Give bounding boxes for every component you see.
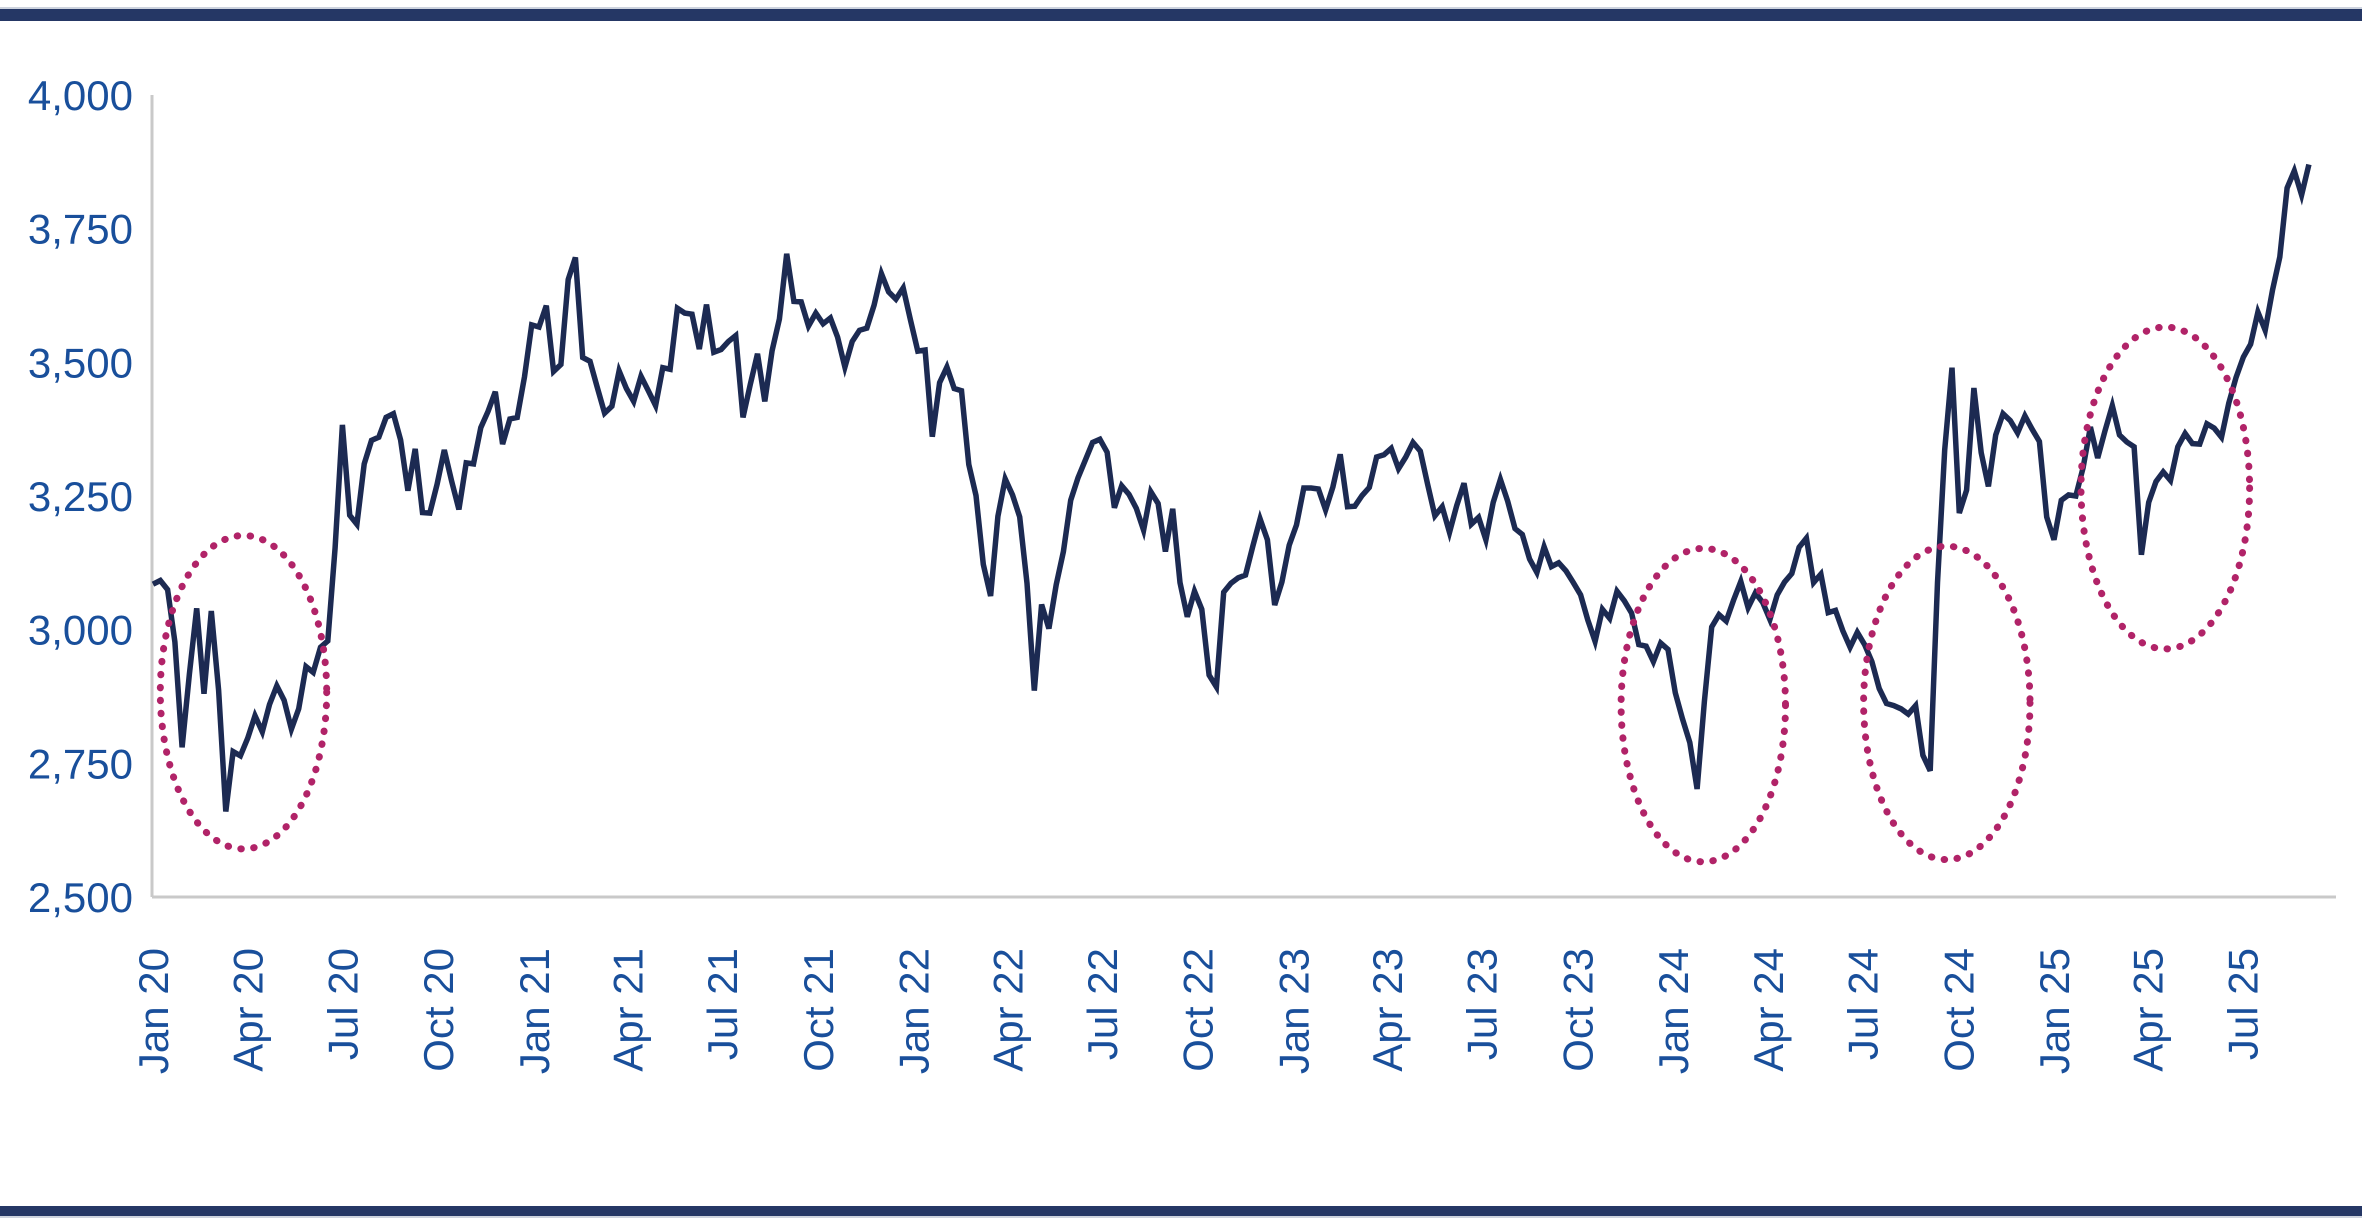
x-tick-label: Apr 22 — [984, 948, 1031, 1072]
x-tick-label: Jul 20 — [319, 948, 366, 1060]
x-tick-label: Jan 23 — [1270, 948, 1317, 1074]
y-tick-label: 4,000 — [28, 72, 133, 119]
x-tick-label: Oct 21 — [795, 948, 842, 1072]
x-tick-label: Oct 22 — [1175, 948, 1222, 1072]
x-tick-label: Apr 24 — [1745, 948, 1792, 1072]
y-tick-label: 3,500 — [28, 339, 133, 386]
x-tick-label: Jul 21 — [699, 948, 746, 1060]
x-tick-label: Apr 20 — [225, 948, 272, 1072]
x-tick-label: Apr 25 — [2125, 948, 2172, 1072]
y-tick-label: 2,750 — [28, 740, 133, 787]
x-tick-label: Jan 22 — [891, 948, 938, 1074]
y-tick-label: 2,500 — [28, 874, 133, 921]
x-tick-label: Jan 20 — [130, 948, 177, 1074]
x-tick-label: Jan 24 — [1650, 948, 1697, 1074]
x-tick-label: Oct 24 — [1935, 948, 1982, 1072]
y-tick-label: 3,750 — [28, 206, 133, 253]
x-tick-label: Apr 21 — [604, 948, 651, 1072]
annotation-ellipse-drawdown-2024-january — [1617, 544, 1790, 866]
price-line — [151, 162, 2312, 812]
annotation-ellipse-drawdown-2024-september — [1860, 542, 2034, 864]
bottom-border-bar — [0, 1206, 2362, 1218]
x-tick-label: Jan 21 — [511, 948, 558, 1074]
y-tick-label: 3,000 — [28, 607, 133, 654]
x-tick-label: Jul 22 — [1079, 948, 1126, 1060]
x-tick-label: Jul 25 — [2219, 948, 2266, 1060]
x-tick-label: Jul 24 — [1840, 948, 1887, 1060]
x-tick-label: Jan 25 — [2031, 948, 2078, 1074]
x-tick-label: Oct 23 — [1554, 948, 1601, 1072]
y-tick-label: 3,250 — [28, 473, 133, 520]
annotation-ellipse-drawdown-2020-covid — [156, 532, 331, 853]
x-tick-label: Oct 20 — [415, 948, 462, 1072]
top-border-bar — [0, 7, 2362, 21]
annotation-ellipse-drawdown-2025-april — [2077, 323, 2254, 653]
x-tick-label: Jul 23 — [1459, 948, 1506, 1060]
x-tick-label: Apr 23 — [1364, 948, 1411, 1072]
